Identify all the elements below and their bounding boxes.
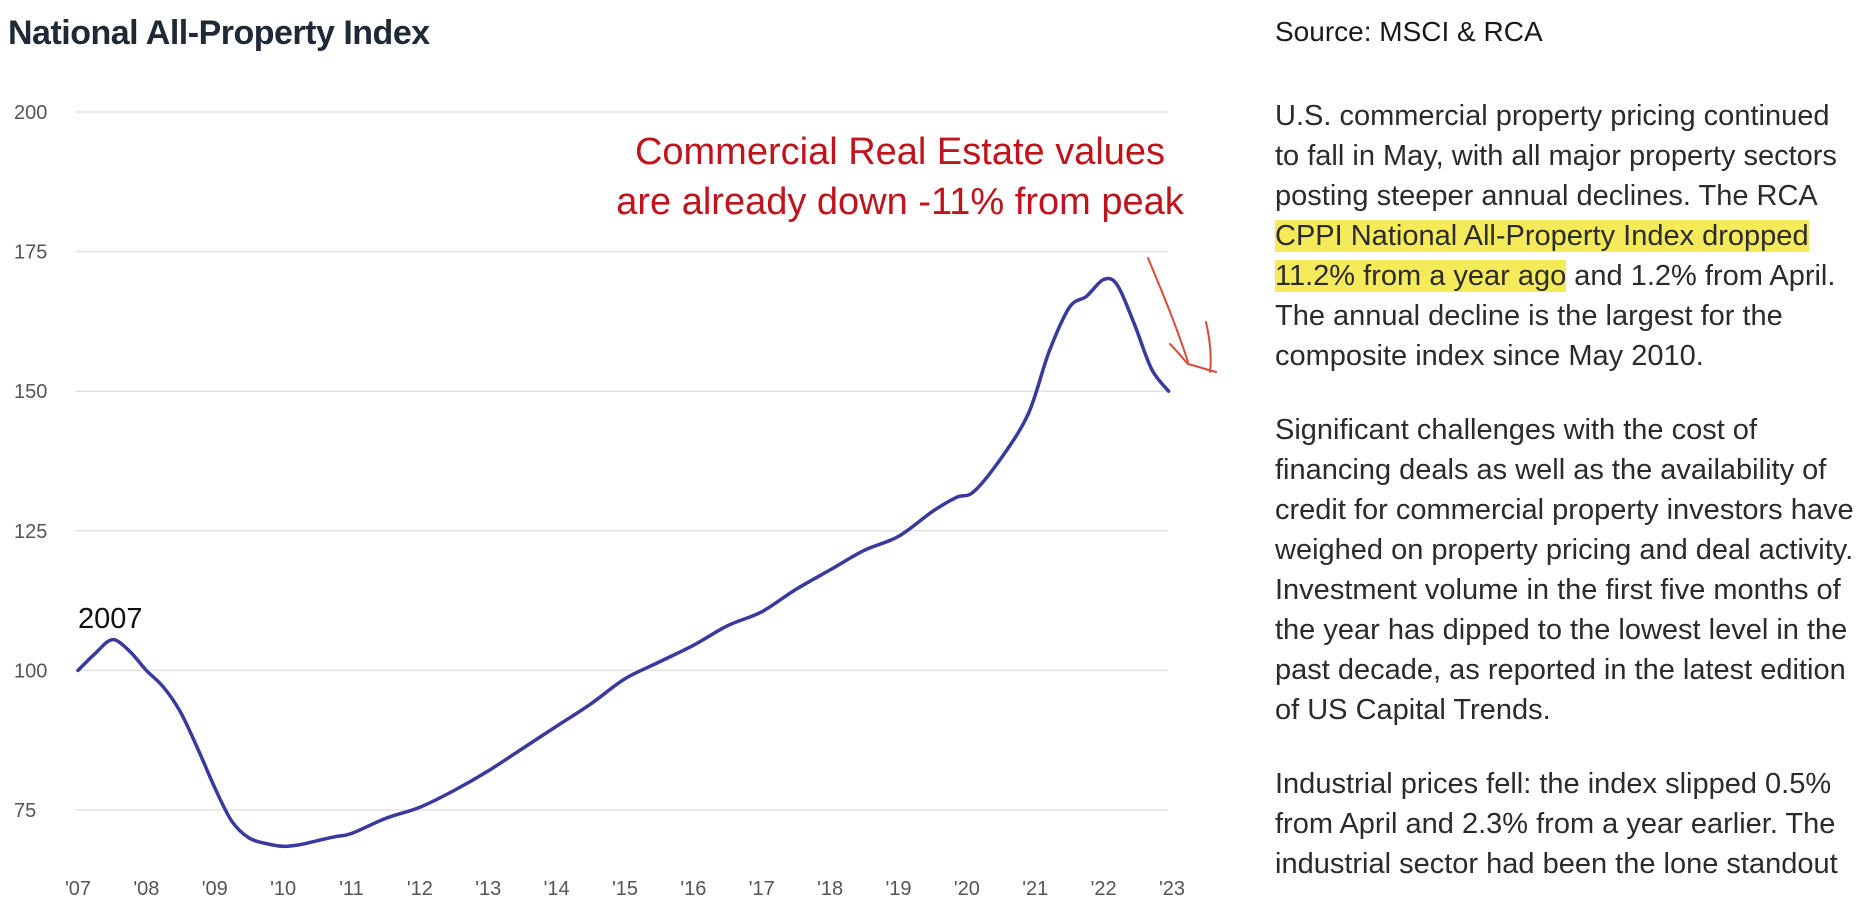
p2-line-6: the year has dipped to the lowest level …: [1275, 614, 1848, 646]
y-tick-label: 200: [14, 102, 47, 124]
p1-line-7: composite index since May 2010.: [1275, 340, 1704, 372]
x-axis-ticks: '07 '08 '09 '10 '11 '12 '13 '14 '15 '16 '17 '18 '19 '…: [65, 878, 1185, 900]
y-tick-label: 175: [14, 242, 47, 264]
x-tick-label: '07: [65, 878, 91, 900]
x-tick-label: '11: [339, 878, 364, 900]
p1-line-5-rest: and 1.2% from April.: [1566, 260, 1836, 292]
y-tick-label: 125: [14, 521, 47, 543]
callout-line-1: Commercial Real Estate values: [635, 131, 1165, 173]
p2-line-3: credit for commercial property investors…: [1275, 494, 1854, 526]
p1-line-4: CPPI National All-Property Index dropped: [1275, 216, 1870, 256]
p1-line-5: 11.2% from a year ago and 1.2% from Apri…: [1275, 256, 1870, 296]
p2-line-8: of US Capital Trends.: [1275, 694, 1551, 726]
x-tick-label: '21: [1022, 878, 1048, 900]
p1-line-6: The annual decline is the largest for th…: [1275, 300, 1783, 332]
p3-line-1: Industrial prices fell: the index slippe…: [1275, 768, 1832, 800]
p1-line-1: U.S. commercial property pricing continu…: [1275, 100, 1830, 132]
hand-drawn-arrow-icon: [1147, 257, 1217, 373]
x-tick-label: '23: [1159, 878, 1185, 900]
y-tick-label: 150: [14, 381, 47, 403]
y-axis-ticks: 75 100 125 150 175 200: [14, 102, 47, 822]
grid-lines: [75, 111, 1168, 811]
paragraph-2: Significant challenges with the cost of …: [1275, 410, 1870, 730]
source-text: Source: MSCI & RCA: [1275, 16, 1543, 47]
paragraph-3: Industrial prices fell: the index slippe…: [1275, 764, 1870, 884]
p3-line-3: industrial sector had been the lone stan…: [1275, 848, 1838, 880]
x-tick-label: '22: [1091, 878, 1117, 900]
x-tick-label: '19: [885, 878, 911, 900]
x-tick-label: '12: [407, 878, 433, 900]
x-tick-label: '09: [202, 878, 228, 900]
p2-line-1: Significant challenges with the cost of: [1275, 414, 1757, 446]
p1-line-3: posting steeper annual declines. The RCA: [1275, 180, 1818, 212]
paragraph-1: U.S. commercial property pricing continu…: [1275, 96, 1870, 376]
article-panel: Source: MSCI & RCA U.S. commercial prope…: [1275, 16, 1870, 918]
p2-line-4: weighed on property pricing and deal act…: [1275, 534, 1854, 566]
highlighted-text-1: CPPI National All-Property Index dropped: [1275, 220, 1809, 252]
x-tick-label: '10: [270, 878, 296, 900]
x-tick-label: '20: [954, 878, 980, 900]
p2-line-5: Investment volume in the first five mont…: [1275, 574, 1841, 606]
x-tick-label: '17: [749, 878, 775, 900]
y-tick-label: 75: [14, 800, 36, 822]
x-tick-label: '16: [680, 878, 706, 900]
start-year-label: 2007: [78, 603, 143, 635]
y-tick-label: 100: [14, 660, 47, 682]
x-tick-label: '18: [817, 878, 843, 900]
chart-title: National All-Property Index: [8, 14, 430, 52]
p3-line-2: from April and 2.3% from a year earlier.…: [1275, 808, 1836, 840]
x-tick-label: '13: [475, 878, 501, 900]
x-tick-label: '14: [544, 878, 570, 900]
x-tick-label: '15: [612, 878, 638, 900]
x-tick-label: '08: [133, 878, 159, 900]
highlighted-text-2: 11.2% from a year ago: [1275, 260, 1567, 292]
series-line-index: [76, 276, 1171, 849]
p1-line-2: to fall in May, with all major property …: [1275, 140, 1837, 172]
callout-line-2: are already down -11% from peak: [616, 181, 1184, 223]
p2-line-7: past decade, as reported in the latest e…: [1275, 654, 1846, 686]
p2-line-2: financing deals as well as the availabil…: [1275, 454, 1827, 486]
